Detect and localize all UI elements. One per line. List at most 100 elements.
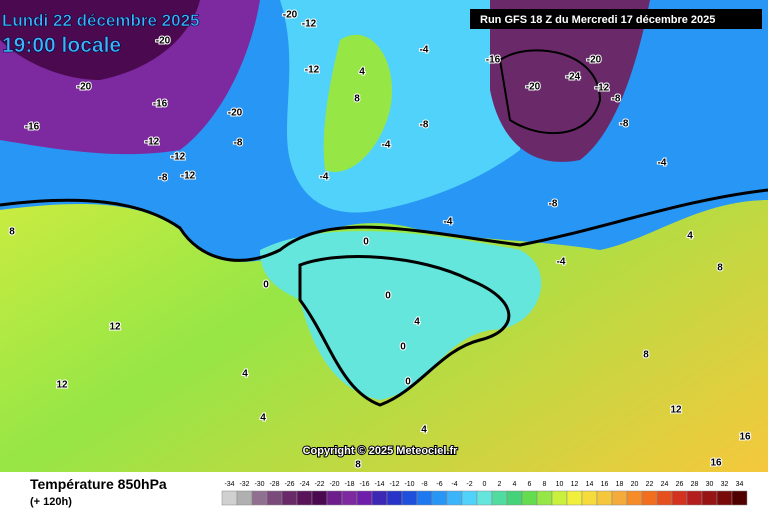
- map-value-label: 0: [363, 237, 369, 248]
- legend-swatch: [461, 490, 478, 506]
- legend-label: -14: [374, 481, 384, 488]
- map-value-label: -8: [620, 119, 629, 130]
- legend-swatch: [536, 490, 553, 506]
- legend-label: 30: [706, 481, 714, 488]
- land-warm: [323, 34, 392, 172]
- legend-label: 10: [556, 481, 564, 488]
- map-value-label: -12: [595, 83, 610, 94]
- map-value-label: -12: [305, 65, 320, 76]
- map-value-label: -16: [486, 55, 501, 66]
- legend-label: -8: [421, 481, 427, 488]
- time-label: 19:00 locale: [2, 34, 121, 57]
- legend-swatch: [581, 490, 598, 506]
- legend-label: -18: [344, 481, 354, 488]
- legend-swatch: [251, 490, 268, 506]
- map-value-label: -4: [444, 217, 453, 228]
- legend-label: -4: [451, 481, 457, 488]
- legend-label: -22: [314, 481, 324, 488]
- legend-swatch: [731, 490, 748, 506]
- legend-label: -24: [299, 481, 309, 488]
- map-value-label: -4: [658, 158, 667, 169]
- legend-label: -6: [436, 481, 442, 488]
- map-value-label: -4: [420, 45, 429, 56]
- legend-swatch: [281, 490, 298, 506]
- map-value-label: 8: [643, 350, 649, 361]
- legend-swatch: [476, 490, 493, 506]
- legend-swatch: [656, 490, 673, 506]
- footer-title: Température 850hPa: [30, 476, 167, 492]
- copyright: Copyright © 2025 Meteociel.fr: [303, 445, 459, 457]
- contour: [0, 188, 768, 262]
- legend-swatch: [671, 490, 688, 506]
- map-value-label: 12: [109, 322, 121, 333]
- legend-label: 20: [631, 481, 639, 488]
- legend-label: -2: [466, 481, 472, 488]
- map-value-label: 16: [739, 432, 751, 443]
- map-value-label: -8: [612, 94, 621, 105]
- legend-label: 34: [736, 481, 744, 488]
- legend-swatch: [596, 490, 613, 506]
- legend-label: 26: [676, 481, 684, 488]
- legend-label: 12: [571, 481, 579, 488]
- legend-swatch: [401, 490, 418, 506]
- map-value-label: -20: [587, 55, 602, 66]
- legend-label: 18: [616, 481, 624, 488]
- legend-swatch: [506, 490, 523, 506]
- contour: [298, 255, 511, 407]
- legend-swatch: [326, 490, 343, 506]
- date-label: Lundi 22 décembre 2025: [2, 11, 199, 30]
- legend-label: -26: [284, 481, 294, 488]
- legend-label: -30: [254, 481, 264, 488]
- map-value-label: 8: [717, 263, 723, 274]
- map-value-label: -8: [159, 173, 168, 184]
- map-value-label: -20: [526, 82, 541, 93]
- map-value-label: -4: [320, 172, 329, 183]
- run-label: Run GFS 18 Z du Mercredi 17 décembre 202…: [480, 14, 715, 26]
- map-value-label: -16: [25, 122, 40, 133]
- map-value-label: 4: [260, 413, 266, 424]
- map-value-label: -12: [171, 152, 186, 163]
- map-value-label: 0: [400, 342, 406, 353]
- legend-swatch: [491, 490, 508, 506]
- legend-label: 24: [661, 481, 669, 488]
- map-value-label: -8: [420, 120, 429, 131]
- map-value-label: 8: [355, 460, 361, 471]
- legend-swatch: [686, 490, 703, 506]
- map-value-label: 4: [242, 369, 248, 380]
- legend-label: -32: [239, 481, 249, 488]
- legend-label: 0: [483, 481, 487, 488]
- legend-label: -34: [224, 481, 234, 488]
- legend-swatch: [311, 490, 328, 506]
- legend-swatch: [611, 490, 628, 506]
- map-value-label: -12: [145, 137, 160, 148]
- map-value-label: -8: [549, 199, 558, 210]
- legend-swatch: [356, 490, 373, 506]
- legend-label: 28: [691, 481, 699, 488]
- legend-swatch: [416, 490, 433, 506]
- map-value-label: -4: [557, 257, 566, 268]
- legend-label: -28: [269, 481, 279, 488]
- cool-area: [260, 231, 542, 400]
- legend-swatch: [716, 490, 733, 506]
- map-value-label: -24: [566, 72, 581, 83]
- very-cold-area: [0, 0, 200, 80]
- legend-label: 14: [586, 481, 594, 488]
- very-cold-area: [490, 0, 650, 162]
- map-value-label: 4: [414, 317, 420, 328]
- map-value-label: 8: [354, 94, 360, 105]
- footer-lead: (+ 120h): [30, 496, 72, 508]
- legend-swatch: [626, 490, 643, 506]
- map-value-label: 4: [421, 425, 427, 436]
- map-value-label: 12: [56, 380, 68, 391]
- legend-swatch: [221, 490, 238, 506]
- map-value-label: 0: [405, 377, 411, 388]
- map-value-label: -12: [181, 171, 196, 182]
- contour: [498, 49, 602, 135]
- legend-label: -20: [329, 481, 339, 488]
- map-value-label: -16: [153, 99, 168, 110]
- legend-label: 32: [721, 481, 729, 488]
- map-value-label: -20: [77, 82, 92, 93]
- legend-label: 4: [513, 481, 517, 488]
- legend-label: 8: [543, 481, 547, 488]
